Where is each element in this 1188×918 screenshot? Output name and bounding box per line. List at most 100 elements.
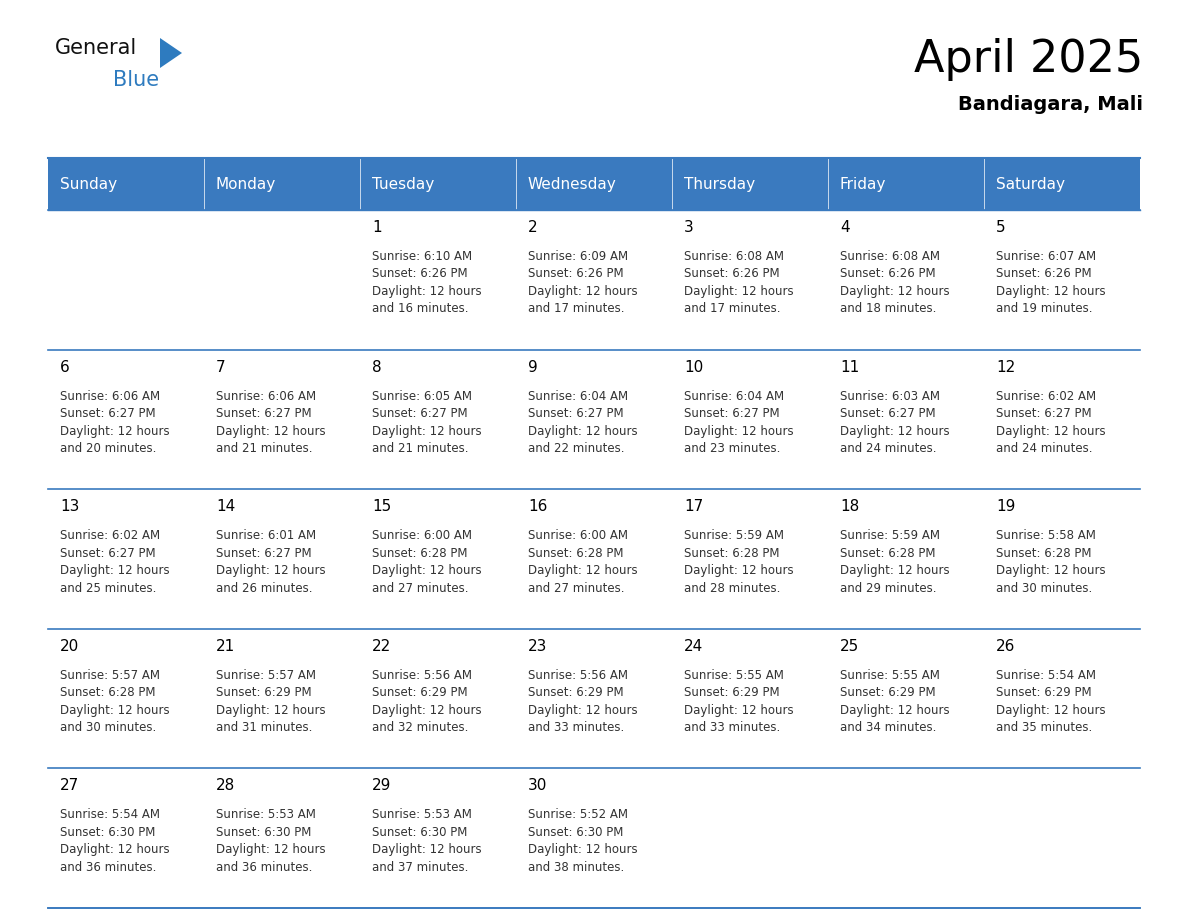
Text: and 23 minutes.: and 23 minutes. xyxy=(684,442,781,455)
Text: Daylight: 12 hours: Daylight: 12 hours xyxy=(216,844,326,856)
Bar xyxy=(984,158,1140,210)
Text: and 27 minutes.: and 27 minutes. xyxy=(527,582,625,595)
Text: Sunset: 6:26 PM: Sunset: 6:26 PM xyxy=(996,267,1092,281)
Text: Daylight: 12 hours: Daylight: 12 hours xyxy=(527,704,638,717)
Text: Sunrise: 5:56 AM: Sunrise: 5:56 AM xyxy=(372,669,472,682)
Text: Sunset: 6:26 PM: Sunset: 6:26 PM xyxy=(527,267,624,281)
Text: 29: 29 xyxy=(372,778,391,793)
Text: Daylight: 12 hours: Daylight: 12 hours xyxy=(61,565,170,577)
Text: 30: 30 xyxy=(527,778,548,793)
Bar xyxy=(204,350,360,489)
Text: 22: 22 xyxy=(372,639,391,654)
Text: Sunset: 6:27 PM: Sunset: 6:27 PM xyxy=(840,407,936,420)
Bar xyxy=(516,350,672,489)
Text: Sunset: 6:28 PM: Sunset: 6:28 PM xyxy=(684,547,779,560)
Text: Sunset: 6:26 PM: Sunset: 6:26 PM xyxy=(684,267,779,281)
Text: 1: 1 xyxy=(372,220,381,235)
Text: 18: 18 xyxy=(840,499,859,514)
Polygon shape xyxy=(160,38,182,68)
Text: 19: 19 xyxy=(996,499,1016,514)
Text: Sunrise: 5:53 AM: Sunrise: 5:53 AM xyxy=(216,809,316,822)
Text: Sunset: 6:29 PM: Sunset: 6:29 PM xyxy=(527,687,624,700)
Bar xyxy=(984,350,1140,489)
Bar xyxy=(828,768,984,908)
Text: Sunset: 6:30 PM: Sunset: 6:30 PM xyxy=(216,826,311,839)
Text: Wednesday: Wednesday xyxy=(527,176,617,192)
Text: Sunset: 6:29 PM: Sunset: 6:29 PM xyxy=(996,687,1092,700)
Bar xyxy=(48,158,204,210)
Text: and 24 minutes.: and 24 minutes. xyxy=(996,442,1093,455)
Text: Sunset: 6:27 PM: Sunset: 6:27 PM xyxy=(61,407,156,420)
Text: 13: 13 xyxy=(61,499,80,514)
Text: Sunrise: 5:57 AM: Sunrise: 5:57 AM xyxy=(216,669,316,682)
Text: Sunrise: 5:55 AM: Sunrise: 5:55 AM xyxy=(840,669,940,682)
Text: Sunset: 6:30 PM: Sunset: 6:30 PM xyxy=(372,826,467,839)
Bar xyxy=(516,489,672,629)
Text: 8: 8 xyxy=(372,360,381,375)
Bar xyxy=(516,768,672,908)
Text: Sunrise: 6:01 AM: Sunrise: 6:01 AM xyxy=(216,529,316,543)
Text: Daylight: 12 hours: Daylight: 12 hours xyxy=(372,565,481,577)
Text: and 30 minutes.: and 30 minutes. xyxy=(996,582,1092,595)
Text: and 33 minutes.: and 33 minutes. xyxy=(684,722,781,734)
Text: General: General xyxy=(55,38,138,58)
Text: Sunset: 6:27 PM: Sunset: 6:27 PM xyxy=(216,547,311,560)
Text: Sunrise: 5:55 AM: Sunrise: 5:55 AM xyxy=(684,669,784,682)
Text: Sunset: 6:29 PM: Sunset: 6:29 PM xyxy=(216,687,311,700)
Bar xyxy=(828,489,984,629)
Text: and 21 minutes.: and 21 minutes. xyxy=(372,442,468,455)
Text: 12: 12 xyxy=(996,360,1016,375)
Bar xyxy=(360,158,516,210)
Text: Sunset: 6:26 PM: Sunset: 6:26 PM xyxy=(372,267,468,281)
Text: and 24 minutes.: and 24 minutes. xyxy=(840,442,936,455)
Text: Sunday: Sunday xyxy=(61,176,118,192)
Text: Sunset: 6:29 PM: Sunset: 6:29 PM xyxy=(684,687,779,700)
Text: Sunset: 6:30 PM: Sunset: 6:30 PM xyxy=(527,826,624,839)
Text: Monday: Monday xyxy=(216,176,277,192)
Text: 24: 24 xyxy=(684,639,703,654)
Text: Sunset: 6:28 PM: Sunset: 6:28 PM xyxy=(996,547,1092,560)
Text: and 18 minutes.: and 18 minutes. xyxy=(840,303,936,316)
Text: Sunrise: 5:54 AM: Sunrise: 5:54 AM xyxy=(61,809,160,822)
Text: Sunset: 6:29 PM: Sunset: 6:29 PM xyxy=(840,687,936,700)
Text: Sunrise: 6:00 AM: Sunrise: 6:00 AM xyxy=(527,529,628,543)
Text: Sunrise: 6:00 AM: Sunrise: 6:00 AM xyxy=(372,529,472,543)
Text: and 25 minutes.: and 25 minutes. xyxy=(61,582,157,595)
Bar xyxy=(672,350,828,489)
Text: Sunset: 6:27 PM: Sunset: 6:27 PM xyxy=(684,407,779,420)
Text: Daylight: 12 hours: Daylight: 12 hours xyxy=(684,704,794,717)
Bar xyxy=(48,210,204,350)
Text: and 30 minutes.: and 30 minutes. xyxy=(61,722,157,734)
Bar xyxy=(984,768,1140,908)
Bar xyxy=(204,768,360,908)
Text: Sunset: 6:28 PM: Sunset: 6:28 PM xyxy=(527,547,624,560)
Bar xyxy=(360,629,516,768)
Text: Daylight: 12 hours: Daylight: 12 hours xyxy=(527,425,638,438)
Text: and 21 minutes.: and 21 minutes. xyxy=(216,442,312,455)
Bar xyxy=(360,210,516,350)
Text: and 17 minutes.: and 17 minutes. xyxy=(684,303,781,316)
Text: Daylight: 12 hours: Daylight: 12 hours xyxy=(61,844,170,856)
Text: Daylight: 12 hours: Daylight: 12 hours xyxy=(527,844,638,856)
Text: Sunrise: 5:58 AM: Sunrise: 5:58 AM xyxy=(996,529,1095,543)
Text: 21: 21 xyxy=(216,639,235,654)
Text: Daylight: 12 hours: Daylight: 12 hours xyxy=(372,425,481,438)
Text: Thursday: Thursday xyxy=(684,176,756,192)
Text: Sunrise: 6:02 AM: Sunrise: 6:02 AM xyxy=(61,529,160,543)
Text: Sunset: 6:30 PM: Sunset: 6:30 PM xyxy=(61,826,156,839)
Bar xyxy=(672,489,828,629)
Text: Daylight: 12 hours: Daylight: 12 hours xyxy=(684,425,794,438)
Text: 9: 9 xyxy=(527,360,538,375)
Text: Daylight: 12 hours: Daylight: 12 hours xyxy=(372,704,481,717)
Text: Daylight: 12 hours: Daylight: 12 hours xyxy=(996,425,1106,438)
Bar xyxy=(204,158,360,210)
Text: Sunrise: 5:59 AM: Sunrise: 5:59 AM xyxy=(684,529,784,543)
Bar xyxy=(516,158,672,210)
Text: Sunset: 6:27 PM: Sunset: 6:27 PM xyxy=(61,547,156,560)
Text: 2: 2 xyxy=(527,220,538,235)
Text: and 36 minutes.: and 36 minutes. xyxy=(216,861,312,874)
Text: 14: 14 xyxy=(216,499,235,514)
Text: Daylight: 12 hours: Daylight: 12 hours xyxy=(840,425,949,438)
Text: 23: 23 xyxy=(527,639,548,654)
Text: Daylight: 12 hours: Daylight: 12 hours xyxy=(840,565,949,577)
